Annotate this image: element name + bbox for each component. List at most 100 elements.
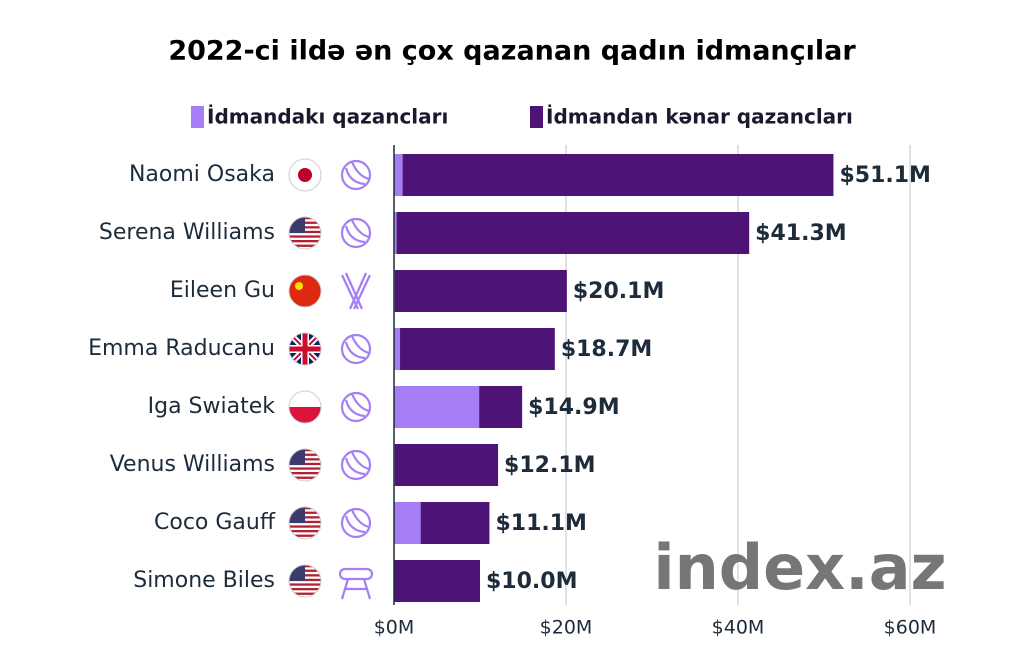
bar-segment [396,212,750,254]
sport-icon [341,272,371,310]
flag-body [289,275,321,307]
x-tick-label: $0M [374,617,415,639]
sport-icon [340,217,372,249]
sport-icon [344,167,366,186]
flag-ring [288,274,322,308]
bar-segment [394,444,499,486]
total-label: $20.1M [573,279,664,304]
flag-body [289,333,321,365]
sport-icon [344,225,366,244]
legend-swatch [530,106,543,128]
category-label: Naomi Osaka [129,162,275,187]
flag-ring [288,564,322,598]
flag-ring [288,506,322,540]
x-tick-label: $40M [712,617,765,639]
x-tick-label: $20M [540,617,593,639]
bar-segment [394,502,421,544]
sport-icon [350,509,370,529]
sport-icon [344,515,366,534]
flag-part [298,168,312,182]
category-label: Venus Williams [110,452,275,477]
legend-swatch [191,106,204,128]
sport-icon [340,391,372,423]
x-tick-label: $60M [884,617,937,639]
bar-segment [394,386,480,428]
flag-icon [288,274,322,308]
sport-icon [338,567,374,581]
flag-part [289,472,321,475]
bar-segment [400,328,555,370]
bar-segment [394,212,397,254]
sport-icon [340,333,372,365]
flag-part [295,282,303,290]
sport-icon [340,159,372,191]
flag-icon [288,448,322,482]
flag-part [289,235,321,238]
flag-ring [288,390,322,424]
flag-ring [288,448,322,482]
flag-body [289,391,321,423]
flag-part [289,275,321,307]
legend-label: İdmandakı qazancları [207,105,448,129]
flag-part [289,588,321,591]
total-label: $41.3M [755,221,846,246]
watermark: index.az [653,531,946,604]
bar-segment [402,154,834,196]
category-label: Iga Swiatek [148,394,276,419]
flag-ring [288,158,322,192]
flag-icon [288,506,322,540]
total-label: $14.9M [528,395,619,420]
flag-icon [288,216,322,250]
flag-part [289,407,321,423]
total-label: $11.1M [495,511,586,536]
sport-icon [340,449,372,481]
chart-title: 2022-ci ildə ən çox qazanan qadın idmanç… [168,36,856,67]
flag-ring [288,216,322,250]
category-label: Simone Biles [133,568,275,593]
flag-body [289,217,321,249]
flag-part [289,583,321,586]
category-label: Coco Gauff [154,510,276,535]
flag-body [289,507,321,539]
flag-part [289,530,321,533]
sport-icon [350,219,370,239]
bar-segment [420,502,490,544]
sport-icon [344,341,366,360]
flag-icon [288,564,322,598]
flag-part [289,467,321,470]
sport-icon [350,451,370,471]
flag-part [302,333,308,365]
bar-segment [394,560,480,602]
flag-part [289,244,321,247]
sport-icon [340,507,372,539]
flag-ring [288,332,322,366]
flag-part [289,240,321,243]
flag-part [289,391,321,407]
bar-segment [394,270,567,312]
sport-icon [350,335,370,355]
sport-icon [344,399,366,418]
sport-icon [350,161,370,181]
bar-segment [394,154,403,196]
legend-label: İdmandan kənar qazancları [546,105,853,129]
sport-icon [340,578,372,600]
flag-part [289,476,321,479]
flag-part [289,534,321,537]
sport-icon [344,457,366,476]
bar-segment [394,328,401,370]
total-label: $18.7M [561,337,652,362]
flag-part [289,525,321,528]
flag-icon [288,332,322,366]
total-label: $10.0M [486,569,577,594]
category-label: Serena Williams [99,220,275,245]
flag-icon [288,158,322,192]
total-label: $12.1M [504,453,595,478]
bar-segment [479,386,523,428]
total-label: $51.1M [839,163,930,188]
category-label: Emma Raducanu [88,336,275,361]
sport-icon [350,393,370,413]
flag-part [289,592,321,595]
flag-icon [288,390,322,424]
category-label: Eileen Gu [170,278,275,303]
